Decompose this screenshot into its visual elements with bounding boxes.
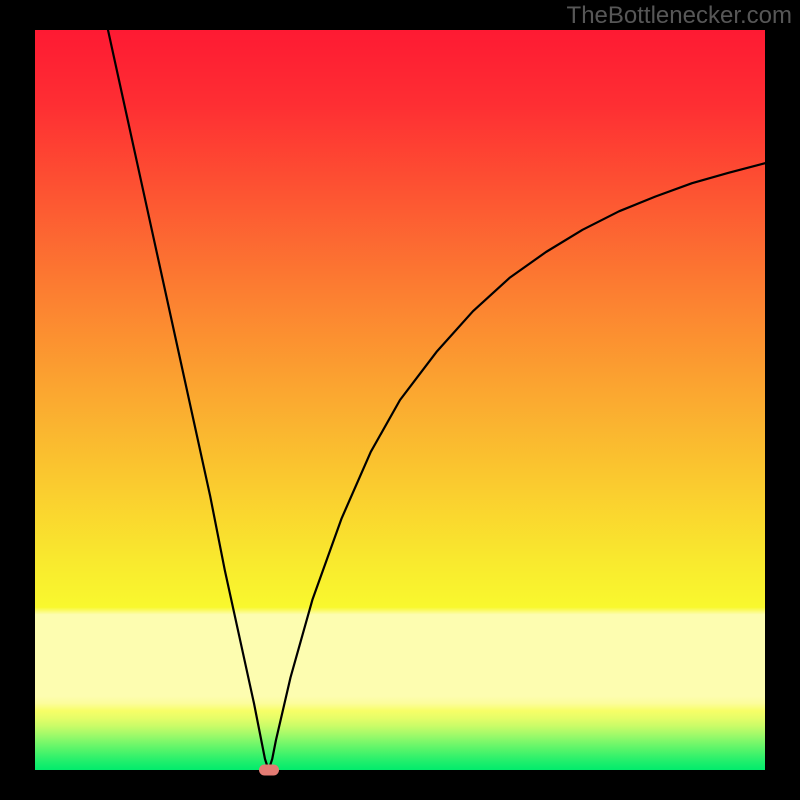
chart-frame: TheBottlenecker.com [0, 0, 800, 800]
watermark-text: TheBottlenecker.com [567, 2, 792, 30]
plot-area [35, 30, 765, 770]
minimum-marker [259, 765, 279, 776]
bottleneck-curve [35, 30, 765, 770]
